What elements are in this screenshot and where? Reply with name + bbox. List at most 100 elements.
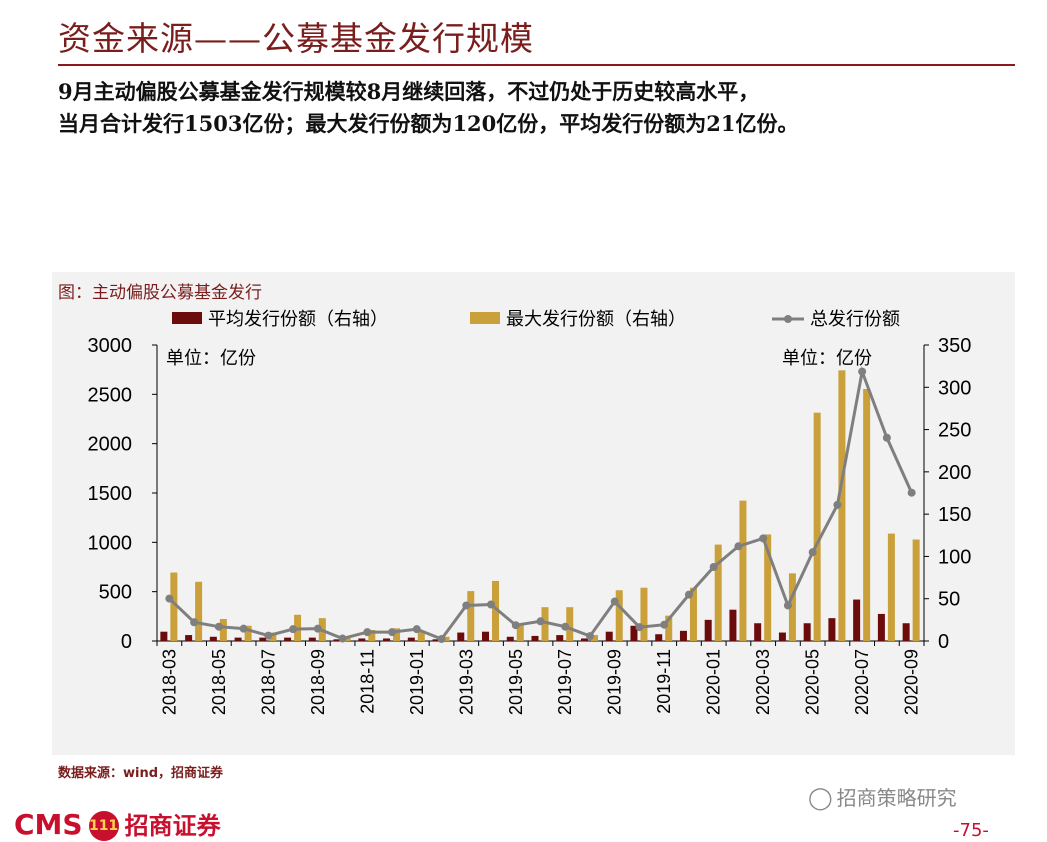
total-series-line: [168, 366, 913, 641]
avg-bar: [828, 618, 836, 641]
total-point: [536, 617, 545, 626]
total-point: [709, 563, 718, 571]
total-point: [462, 601, 471, 610]
max-bar: [863, 388, 871, 641]
right-tick-label: 150: [938, 504, 971, 526]
avg-bar: [457, 632, 465, 641]
x-tick-label: 2019-01: [407, 649, 427, 715]
right-unit-label: 单位：亿份: [782, 348, 872, 369]
watermark: ◯ 招商策略研究: [808, 782, 957, 811]
max-bar: [170, 572, 178, 641]
avg-bar: [160, 631, 168, 641]
total-point: [338, 634, 347, 643]
x-tick-label: 2020-09: [902, 649, 922, 715]
total-point: [264, 631, 273, 640]
total-point: [487, 600, 496, 609]
max-bar: [665, 615, 673, 641]
total-point: [660, 620, 669, 629]
total-point: [858, 367, 867, 376]
total-point: [388, 628, 397, 637]
total-point: [313, 624, 322, 633]
watermark-text: 招商策略研究: [836, 786, 957, 810]
max-bar: [887, 533, 895, 641]
x-tick-label: 2020-01: [704, 649, 724, 715]
max-bar: [269, 632, 277, 641]
avg-bar: [902, 623, 910, 641]
max-bar: [393, 628, 401, 641]
max-bar: [541, 607, 549, 641]
total-point: [412, 625, 421, 634]
legend-max-swatch: [470, 312, 500, 324]
max-bar: [417, 630, 425, 641]
chart: 0 500 1000 1500 2000 2500 3000 0 50 100 150 200 250 3…: [88, 309, 972, 715]
total-point: [783, 601, 792, 610]
avg-bar: [679, 630, 687, 641]
avg-bar: [234, 637, 242, 641]
avg-bar: [580, 638, 588, 641]
avg-bar: [704, 619, 712, 641]
right-tick-label: 100: [938, 546, 971, 568]
x-tick-label: 2019-11: [654, 649, 674, 714]
total-point: [561, 622, 570, 631]
avg-bar: [556, 635, 564, 641]
max-bar: [739, 500, 747, 641]
x-tick-label: 2020-07: [852, 649, 872, 715]
summary-line-1: 9月主动偏股公募基金发行规模较8月继续回落，不过仍处于历史较高水平，: [58, 79, 760, 104]
avg-bar: [308, 637, 316, 641]
right-tick-label: 200: [938, 462, 971, 484]
avg-bar: [729, 609, 737, 641]
max-bar: [195, 581, 203, 641]
max-bar: [244, 625, 252, 641]
summary-line-2: 当月合计发行1503亿份；最大发行份额为120亿份，平均发行份额为21亿份。: [58, 111, 799, 136]
left-tick-label: 1500: [88, 483, 133, 505]
max-bar: [912, 539, 920, 641]
x-tick-label: 2018-07: [258, 649, 278, 715]
logo-company: 招商证券: [124, 811, 221, 840]
right-tick-label: 300: [938, 377, 971, 399]
legend-max-label: 最大发行份额（右轴）: [506, 309, 686, 330]
total-point: [363, 628, 372, 637]
total-point: [437, 635, 446, 644]
avg-bar: [284, 637, 292, 641]
max-bar: [442, 636, 450, 641]
avg-bar: [877, 613, 885, 641]
x-tick-label: 2019-03: [456, 649, 476, 715]
right-tick-label: 50: [938, 589, 960, 611]
avg-bar: [432, 639, 440, 641]
max-bar: [764, 534, 772, 641]
data-source: 数据来源：wind，招商证券: [58, 766, 224, 781]
max-bar: [516, 624, 524, 641]
avg-bar: [209, 636, 217, 641]
avg-bar: [778, 632, 786, 641]
total-point: [165, 594, 174, 603]
total-point: [610, 597, 619, 606]
max-bar: [714, 544, 722, 641]
max-bar: [689, 587, 697, 641]
title-divider: [58, 64, 1015, 66]
left-tick-label: 2000: [88, 434, 133, 456]
x-tick-label: 2019-07: [555, 649, 575, 715]
chart-panel: [52, 272, 1015, 755]
x-tick-label: 2019-05: [506, 649, 526, 715]
left-tick-label: 2500: [88, 384, 133, 406]
avg-bar: [482, 631, 490, 641]
total-point: [190, 618, 199, 627]
x-tick-label: 2018-05: [209, 649, 229, 715]
avg-bar: [853, 599, 861, 641]
page-title: 资金来源——公募基金发行规模: [58, 19, 534, 58]
total-point: [289, 625, 298, 634]
avg-bar: [358, 638, 366, 641]
left-unit-label: 单位：亿份: [166, 348, 256, 369]
avg-bar: [185, 635, 193, 641]
right-tick-label: 0: [938, 631, 949, 653]
max-bar: [492, 580, 500, 641]
total-point: [239, 624, 248, 633]
page-number: -75-: [953, 820, 989, 841]
avg-bar: [506, 636, 514, 641]
x-tick-label: 2020-03: [753, 649, 773, 715]
max-bar: [640, 587, 648, 641]
total-point: [833, 500, 842, 509]
left-tick-label: 3000: [88, 335, 133, 357]
left-tick-label: 500: [99, 582, 132, 604]
max-bar: [615, 590, 623, 641]
